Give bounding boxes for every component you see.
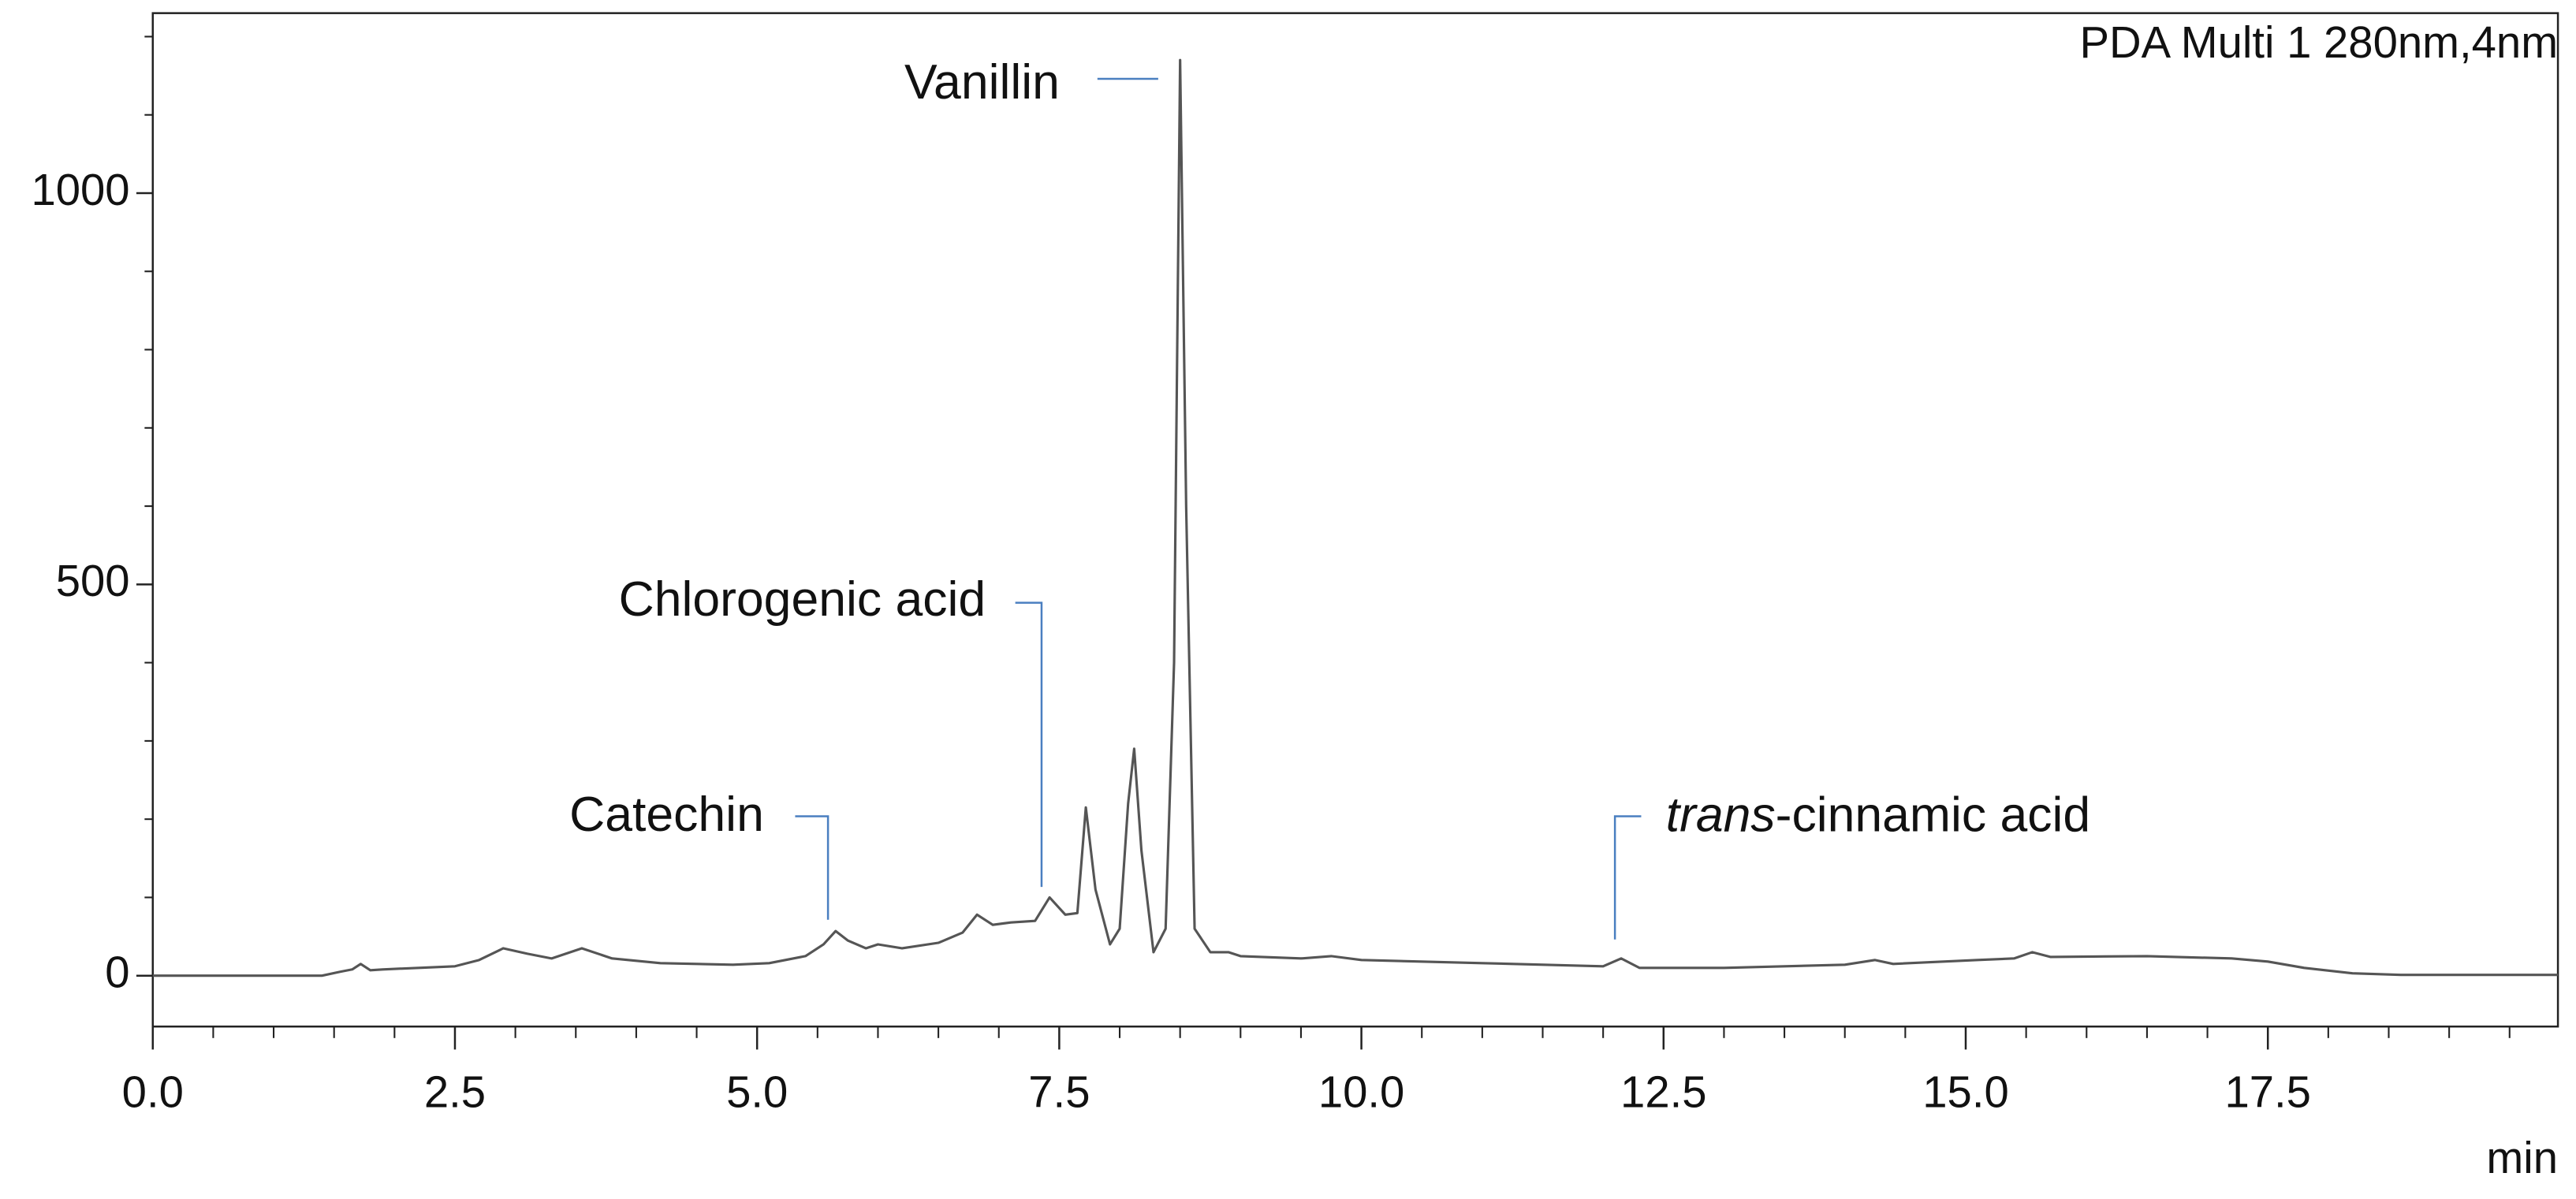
x-tick-label: 10.0 [1318, 1067, 1404, 1117]
leader-line [795, 815, 829, 920]
peak-label: trans-cinnamic acid [1666, 787, 2090, 842]
peak-label-rest: -cinnamic acid [1776, 787, 2090, 842]
y-tick-label: 500 [56, 556, 130, 605]
chromatogram-trace [152, 58, 2559, 977]
y-tick-label: 0 [105, 948, 129, 997]
plot-frame [151, 12, 2559, 1028]
x-tick-label: 15.0 [1922, 1067, 2008, 1117]
x-tick-label: 7.5 [1028, 1067, 1090, 1117]
peak-label: Vanillin [904, 54, 1060, 110]
peak-label: Chlorogenic acid [619, 572, 986, 627]
x-tick-label: 0.0 [122, 1067, 184, 1117]
leader-line [1613, 815, 1642, 940]
y-tick-label: 1000 [31, 165, 129, 214]
legend-entry: PDA Multi 1 280nm,4nm [2080, 17, 2559, 67]
peak-label: Catechin [569, 787, 764, 842]
x-tick-label: 17.5 [2224, 1067, 2310, 1117]
x-tick-label: 5.0 [726, 1067, 788, 1117]
x-tick-label: 2.5 [424, 1067, 486, 1117]
x-axis-label: min [2486, 1133, 2558, 1182]
leader-line [1015, 601, 1043, 888]
peak-label-italic: trans [1666, 787, 1776, 842]
x-tick-label: 12.5 [1620, 1067, 1706, 1117]
